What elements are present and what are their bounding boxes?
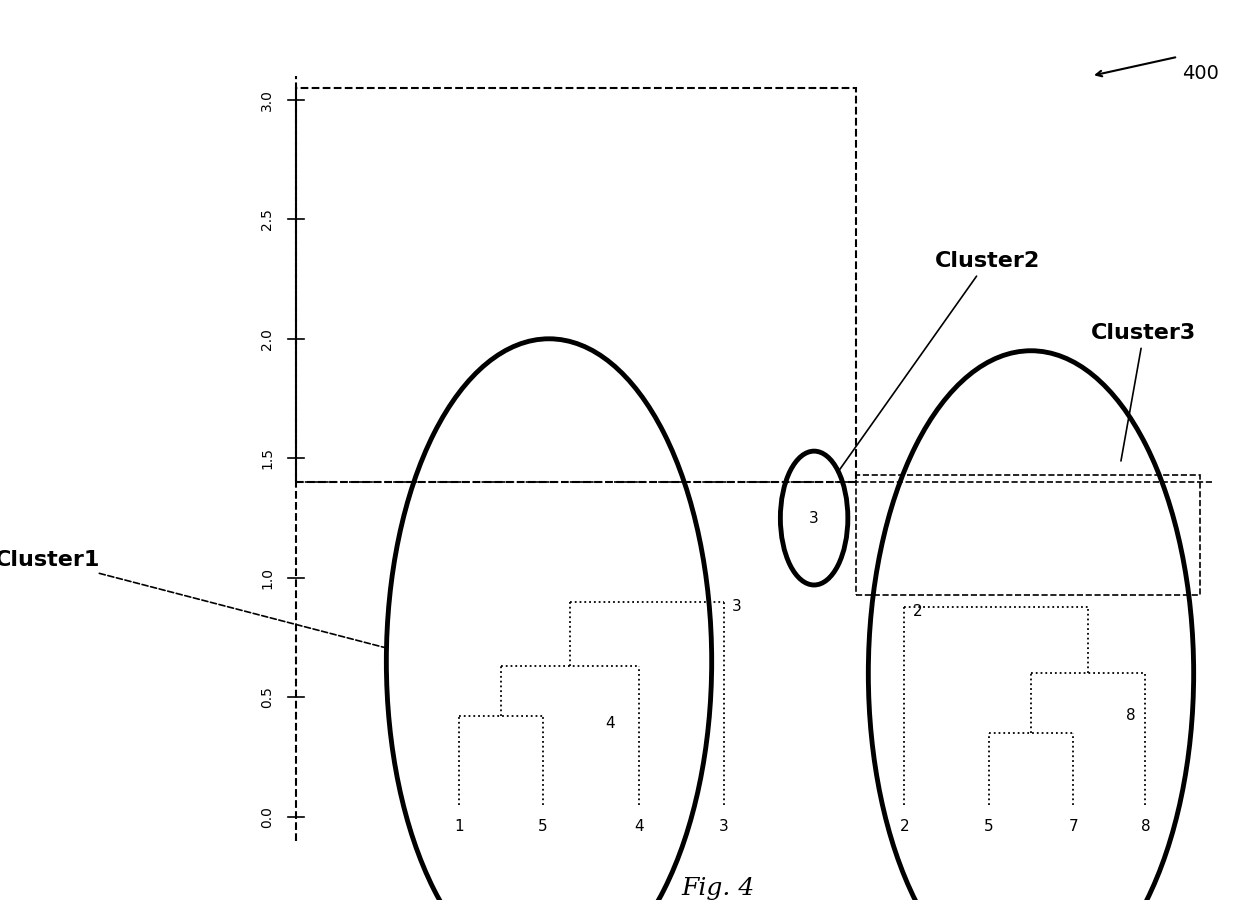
Text: 0.5: 0.5 [260,686,274,708]
Text: Cluster3: Cluster3 [1091,323,1197,461]
Text: 5: 5 [985,819,993,834]
Text: 4: 4 [605,716,615,731]
Text: 3: 3 [719,819,729,834]
Text: 0.0: 0.0 [260,806,274,828]
Text: 5: 5 [538,819,548,834]
Text: 1.5: 1.5 [260,447,274,469]
Text: 1: 1 [454,819,464,834]
Text: 2.0: 2.0 [260,328,274,350]
Text: 2.5: 2.5 [260,208,274,230]
Text: Cluster2: Cluster2 [837,251,1040,473]
Text: 1.0: 1.0 [260,567,274,589]
Text: 4: 4 [635,819,645,834]
Text: 7: 7 [1069,819,1078,834]
Text: 3: 3 [810,511,818,525]
Text: Cluster1: Cluster1 [0,550,389,649]
Text: 3.0: 3.0 [260,89,274,111]
Text: 8: 8 [1126,708,1136,723]
Text: 3: 3 [732,599,742,614]
Text: 2: 2 [900,819,909,834]
Bar [296,88,857,482]
Text: Fig. 4: Fig. 4 [681,876,754,900]
Text: 8: 8 [1141,819,1151,834]
Text: 2: 2 [913,604,923,619]
Text: 400: 400 [1182,64,1219,83]
Bar [857,475,1199,594]
